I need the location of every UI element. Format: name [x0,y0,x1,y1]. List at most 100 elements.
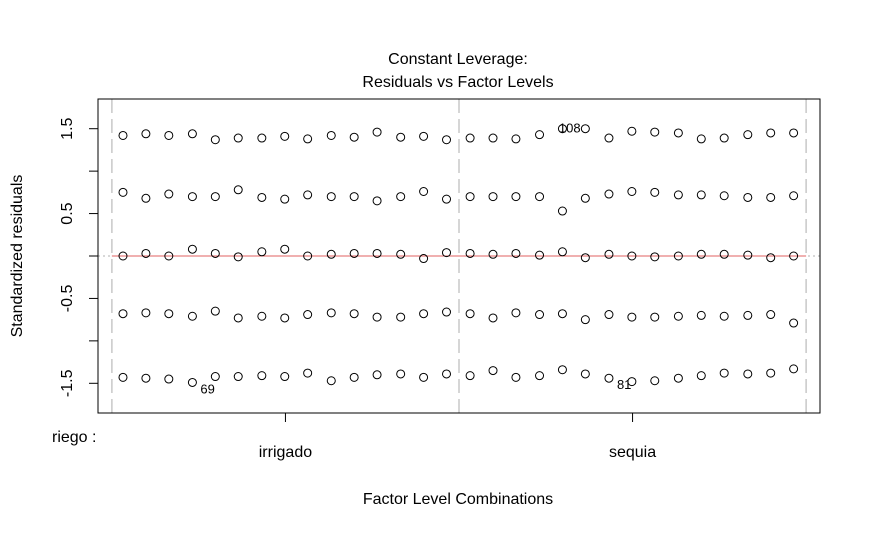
residual-point-21-4 [604,373,614,383]
residual-point-15-3 [465,309,475,319]
residual-point-6-0 [257,133,267,143]
residual-point-17-2 [511,248,521,258]
residual-point-4-2 [210,248,220,258]
residual-point-2-2 [164,251,174,261]
residual-point-12-1 [396,192,406,202]
residual-point-16-1 [488,192,498,202]
residual-point-29-3 [789,318,799,328]
residual-point-27-3 [743,310,753,320]
residual-point-8-2 [303,251,313,261]
residual-point-6-3 [257,311,267,321]
residual-point-25-2 [696,249,706,259]
residual-point-11-4 [372,370,382,380]
chart-title: Constant Leverage: [388,51,528,68]
residual-point-27-2 [743,250,753,260]
residual-point-8-4 [303,368,313,378]
residual-point-22-2 [627,251,637,261]
residual-point-22-4 [627,377,637,387]
factor-label: riego : [52,429,96,446]
residual-point-10-3 [349,309,359,319]
residual-point-25-4 [696,371,706,381]
residual-point-28-2 [766,253,776,263]
y-axis-label: Standardized residuals [9,175,26,338]
residual-point-22-3 [627,312,637,322]
residual-point-20-2 [580,253,590,263]
residual-point-25-3 [696,310,706,320]
residual-point-26-3 [719,311,729,321]
residual-point-2-1 [164,189,174,199]
residual-point-19-0 [557,124,567,134]
residual-point-2-3 [164,309,174,319]
residual-point-20-1 [580,193,590,203]
residual-point-21-0 [604,133,614,143]
residual-point-29-2 [789,251,799,261]
residual-point-20-0 [580,124,590,134]
residual-point-1-0 [141,129,151,139]
residual-point-8-3 [303,310,313,320]
residual-point-19-3 [557,309,567,319]
residual-point-14-4 [442,369,452,379]
residual-point-13-2 [419,254,429,264]
y-tick-label-2: 0.5 [59,202,76,224]
residual-point-0-4 [118,372,128,382]
residual-point-28-3 [766,310,776,320]
residual-point-24-3 [673,311,683,321]
residual-point-7-0 [280,131,290,141]
residual-point-12-2 [396,249,406,259]
point-label-108: 108 [559,121,581,136]
residual-point-15-4 [465,371,475,381]
residual-point-12-0 [396,132,406,142]
residual-point-15-2 [465,248,475,258]
residual-point-21-3 [604,310,614,320]
y-tick-label-3: 1.5 [59,117,76,139]
residual-point-14-2 [442,248,452,258]
point-label-69: 69 [200,381,214,396]
residual-point-19-1 [557,206,567,216]
residual-point-14-0 [442,135,452,145]
residual-point-3-1 [187,192,197,202]
residual-point-7-4 [280,372,290,382]
residual-point-28-0 [766,128,776,138]
residual-point-1-4 [141,373,151,383]
residual-point-26-2 [719,249,729,259]
residual-point-18-2 [535,250,545,260]
residual-point-13-4 [419,372,429,382]
residual-point-26-1 [719,191,729,201]
residual-point-21-2 [604,249,614,259]
residual-point-3-4 [187,377,197,387]
point-annotations: 108 69 81 [200,121,631,397]
residual-point-5-0 [233,133,243,143]
residual-point-8-1 [303,190,313,200]
residual-point-6-2 [257,247,267,257]
residual-point-10-0 [349,132,359,142]
residual-point-24-0 [673,128,683,138]
residual-point-27-0 [743,130,753,140]
residual-point-2-4 [164,374,174,384]
residual-point-0-2 [118,251,128,261]
residual-point-17-3 [511,308,521,318]
residual-point-17-4 [511,372,521,382]
residual-point-11-3 [372,312,382,322]
point-label-81: 81 [617,377,631,392]
residual-point-9-1 [326,192,336,202]
residual-point-9-4 [326,376,336,386]
x-tick-label-sequia: sequia [609,444,656,461]
residual-point-26-0 [719,133,729,143]
residual-point-0-1 [118,187,128,197]
x-axis-label: Factor Level Combinations [363,491,553,508]
residual-point-14-1 [442,194,452,204]
residual-point-5-4 [233,372,243,382]
residual-point-5-2 [233,252,243,262]
residual-point-1-2 [141,248,151,258]
residual-point-5-1 [233,185,243,195]
residual-point-11-2 [372,248,382,258]
residual-point-17-1 [511,192,521,202]
x-axis: irrigado sequia [259,413,656,461]
residual-point-12-3 [396,312,406,322]
residual-point-12-4 [396,369,406,379]
residual-point-19-2 [557,247,567,257]
residual-point-16-0 [488,133,498,143]
residual-point-23-0 [650,127,660,137]
residual-point-0-0 [118,130,128,140]
